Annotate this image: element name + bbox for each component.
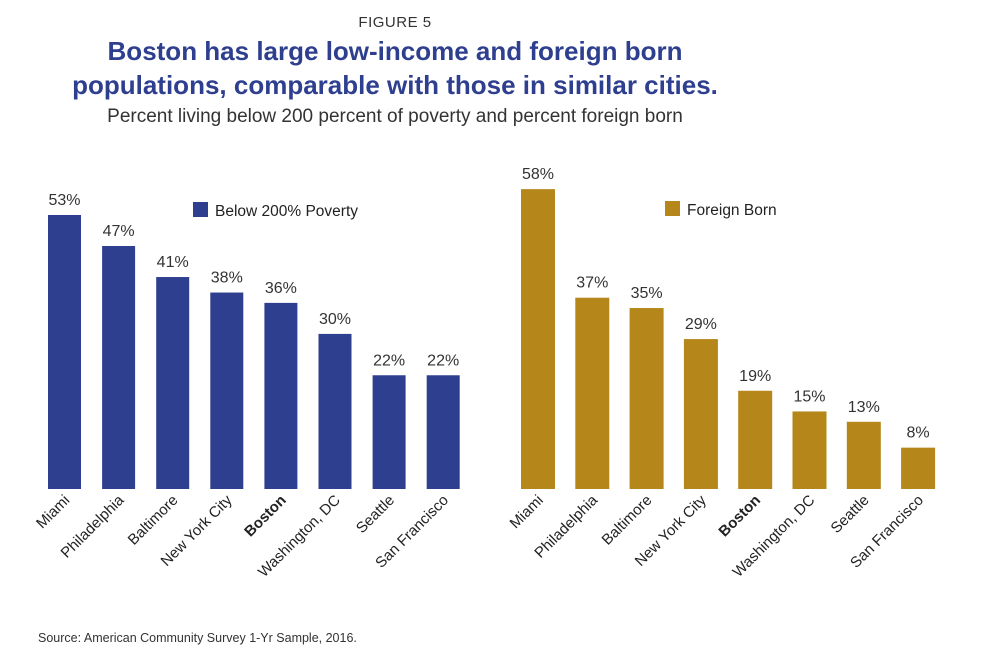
foreign-born-bar (901, 447, 936, 489)
foreign-born-bar (521, 189, 555, 489)
foreign-born-bar (792, 411, 827, 489)
foreign-born-legend-swatch (665, 201, 680, 216)
poverty-bar (318, 333, 352, 489)
chart-title: Boston has large low-income and foreign … (0, 34, 790, 102)
poverty-category-label: Boston (241, 492, 290, 541)
poverty-value-label: 38% (211, 270, 243, 287)
poverty-bar (264, 302, 298, 489)
poverty-value-label: 22% (427, 352, 459, 369)
poverty-bar (48, 214, 81, 490)
foreign-born-value-label: 8% (907, 425, 930, 442)
poverty-category-label: Seattle (353, 492, 398, 537)
poverty-value-label: 47% (103, 223, 135, 240)
foreign-born-value-label: 29% (685, 316, 717, 333)
poverty-value-label: 41% (157, 254, 189, 271)
foreign-born-category-label: Baltimore (599, 492, 656, 549)
chart-subtitle: Percent living below 200 percent of pove… (107, 106, 683, 127)
poverty-bar (372, 375, 406, 489)
title-line-1: Boston has large low-income and foreign … (107, 36, 683, 66)
poverty-category-label: Miami (33, 492, 73, 532)
foreign-born-value-label: 15% (793, 388, 825, 405)
poverty-bar (210, 292, 244, 489)
title-line-2: populations, comparable with those in si… (72, 70, 718, 100)
foreign-born-value-label: 37% (576, 275, 608, 292)
foreign-born-bar (683, 339, 718, 489)
foreign-born-category-label: Boston (715, 492, 764, 541)
poverty-value-label: 53% (48, 192, 80, 209)
source-note: Source: American Community Survey 1-Yr S… (38, 631, 357, 645)
foreign-born-bar (575, 297, 610, 489)
foreign-born-category-label: Seattle (828, 492, 873, 537)
poverty-value-label: 22% (373, 352, 405, 369)
poverty-bar (156, 277, 190, 489)
foreign-born-bar (738, 390, 773, 489)
poverty-value-label: 36% (265, 280, 297, 297)
foreign-born-category-label: Miami (507, 492, 547, 532)
foreign-born-bar (629, 308, 664, 489)
poverty-legend-swatch (193, 202, 208, 217)
poverty-bar (102, 246, 136, 489)
poverty-bar (426, 375, 460, 489)
poverty-legend-label: Below 200% Poverty (215, 203, 358, 220)
foreign-born-value-label: 19% (739, 368, 771, 385)
poverty-category-label: Baltimore (125, 492, 182, 549)
foreign-born-value-label: 13% (848, 399, 880, 416)
foreign-born-value-label: 35% (631, 285, 663, 302)
poverty-value-label: 30% (319, 311, 351, 328)
foreign-born-value-label: 58% (522, 166, 554, 183)
foreign-born-legend-label: Foreign Born (687, 202, 777, 219)
foreign-born-bar (846, 421, 881, 489)
figure-label: FIGURE 5 (358, 14, 432, 31)
